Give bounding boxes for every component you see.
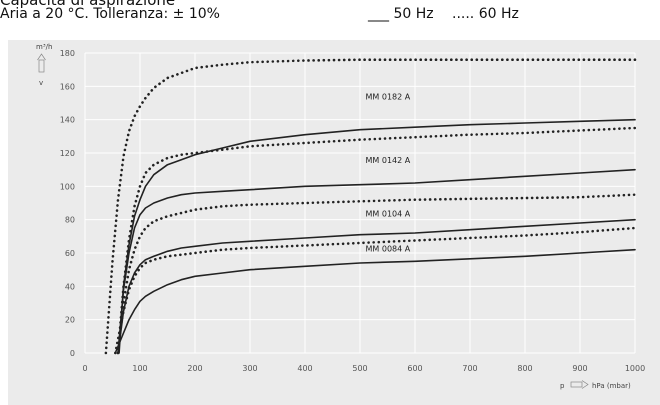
x-tick-label: 200 (187, 364, 202, 373)
series-line-60hz (114, 226, 637, 355)
series-line-60hz (116, 193, 637, 355)
y-tick-label: 140 (60, 116, 75, 125)
chart-panel: 0 100 200 300 400 500 600 700 800 900 1000 0 20 40 60 8… (8, 40, 660, 405)
curve-label: MM 0084 A (366, 244, 411, 253)
y-axis-label: m³/h (36, 43, 52, 51)
y-tick-label: 120 (60, 149, 75, 158)
curve-labels: MM 0182 A MM 0142 A MM 0104 A MM 0084 A (366, 93, 411, 254)
x-axis-unit: hPa (mbar) (592, 382, 631, 390)
x-tick-label: 100 (132, 364, 147, 373)
series-line-60hz (116, 126, 637, 355)
curve-label: MM 0182 A (366, 93, 411, 102)
y-tick-label: 60 (65, 249, 75, 258)
capacity-chart: 0 100 200 300 400 500 600 700 800 900 1000 0 20 40 60 8… (36, 43, 645, 390)
curve-label: MM 0142 A (366, 156, 411, 165)
y-tick-label: 40 (65, 282, 75, 291)
y-arrow-head (37, 53, 46, 61)
x-tick-label: 0 (82, 364, 87, 373)
x-arrow-shaft (570, 381, 583, 388)
x-tick-label: 600 (407, 364, 422, 373)
legend-50hz: ___ 50 Hz (368, 6, 434, 22)
axis-labels: m³/h v p hPa (mbar) (36, 43, 631, 390)
tick-labels: 0 100 200 300 400 500 600 700 800 900 1000 0 20 40 60 8… (60, 49, 645, 373)
x-axis-prefix: p (560, 382, 565, 390)
series-line-50hz (118, 118, 636, 354)
y-tick-label: 80 (65, 216, 75, 225)
y-tick-label: 180 (60, 49, 75, 58)
x-tick-label: 300 (242, 364, 257, 373)
x-tick-label: 500 (352, 364, 367, 373)
x-arrow-head (581, 380, 589, 389)
x-tick-label: 1000 (625, 364, 645, 373)
x-tick-label: 800 (517, 364, 532, 373)
x-tick-label: 700 (462, 364, 477, 373)
y-tick-label: 100 (60, 182, 75, 191)
x-tick-label: 900 (572, 364, 587, 373)
x-tick-label: 400 (297, 364, 312, 373)
series-lines (104, 58, 637, 355)
curve-label: MM 0104 A (366, 209, 411, 218)
y-arrow-base: v (39, 79, 43, 87)
chart-title: Capacità di aspirazione (0, 0, 176, 9)
y-tick-label: 20 (65, 316, 75, 325)
y-tick-label: 160 (60, 82, 75, 91)
chart-subtitle: Aria a 20 °C. Tolleranza: ± 10% (0, 6, 220, 22)
legend-60hz: ..... 60 Hz (452, 6, 519, 22)
y-arrow-shaft (38, 59, 45, 73)
series-line-50hz (114, 248, 636, 354)
series-line-60hz (104, 58, 637, 355)
series-line-50hz (117, 218, 636, 354)
grid (84, 52, 636, 354)
y-tick-label: 0 (70, 349, 75, 358)
series-line-50hz (117, 168, 636, 354)
